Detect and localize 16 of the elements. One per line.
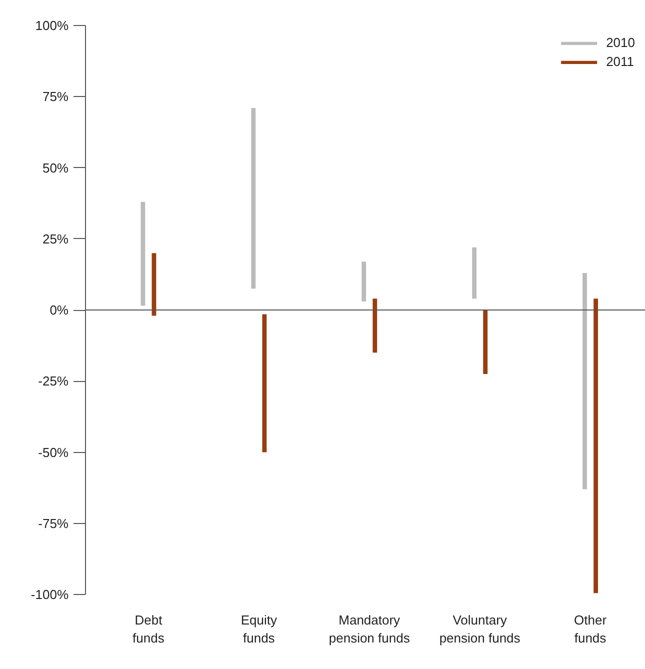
x-tick-label: Other funds bbox=[574, 612, 608, 646]
y-tick-label: 0% bbox=[50, 302, 69, 318]
y-tick-label: -75% bbox=[38, 516, 69, 531]
y-tick-label: 25% bbox=[42, 231, 69, 246]
y-tick-label: 75% bbox=[42, 89, 69, 104]
x-tick-label: Voluntary pension funds bbox=[439, 612, 521, 646]
y-tick-label: -25% bbox=[38, 374, 69, 389]
x-tick-label: Equity funds bbox=[240, 612, 278, 646]
y-tick-label: 50% bbox=[42, 160, 69, 176]
y-tick-label: -50% bbox=[38, 444, 69, 460]
x-tick-label: Debt funds bbox=[132, 612, 165, 646]
legend-label: 2010 bbox=[606, 35, 635, 50]
x-tick-label: Mandatory pension funds bbox=[328, 612, 410, 646]
y-tick-label: -100% bbox=[30, 587, 69, 602]
legend-label: 2011 bbox=[606, 54, 634, 69]
y-tick-label: 100% bbox=[35, 18, 69, 33]
